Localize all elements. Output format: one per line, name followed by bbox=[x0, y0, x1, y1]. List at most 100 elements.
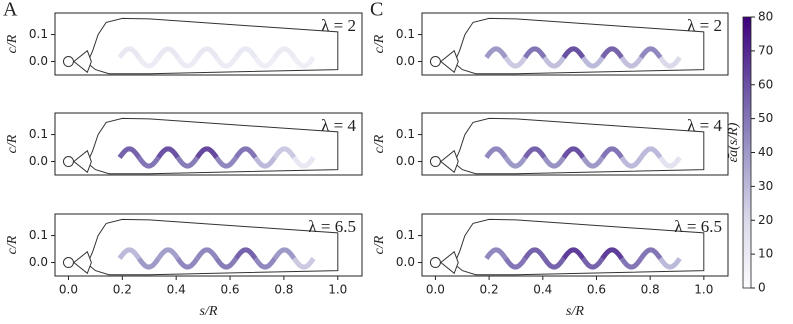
wave-segment bbox=[253, 56, 277, 69]
hub bbox=[429, 156, 441, 168]
x-tick-label: 0.6 bbox=[220, 283, 239, 297]
colorbar-tick-label: 0 bbox=[758, 281, 766, 295]
wave-segment bbox=[156, 146, 180, 159]
wave-segment bbox=[136, 56, 161, 69]
axes-frame bbox=[421, 213, 729, 277]
x-tick-label: 1.0 bbox=[694, 283, 713, 297]
wave-segment bbox=[195, 146, 219, 159]
wave-segment bbox=[156, 46, 180, 59]
hub-wedge bbox=[439, 49, 459, 74]
panel-lambda-label: λ = 4 bbox=[321, 116, 356, 135]
wave-segment bbox=[542, 257, 566, 270]
y-tick-label: 0.0 bbox=[29, 54, 48, 68]
wave-segment bbox=[214, 156, 239, 169]
blade-outline bbox=[86, 218, 339, 276]
y-axis-label: c/R bbox=[372, 235, 387, 254]
y-tick-label: 0.0 bbox=[396, 255, 415, 269]
wave-segment bbox=[175, 56, 200, 69]
wave-segment bbox=[175, 156, 200, 169]
wave-segment bbox=[503, 55, 528, 69]
y-tick-label: 0.1 bbox=[29, 228, 48, 242]
colorbar-tick-label: 70 bbox=[758, 43, 773, 57]
hub bbox=[62, 257, 74, 269]
y-tick-label: 0.1 bbox=[29, 127, 48, 141]
wave-segment bbox=[658, 56, 682, 69]
panel-letter: C bbox=[370, 0, 383, 21]
y-tick-label: 0.0 bbox=[396, 54, 415, 68]
wave-segment bbox=[117, 247, 142, 260]
wave-segment bbox=[233, 247, 258, 261]
y-axis-label: c/R bbox=[5, 34, 20, 53]
x-tick-label: 0.0 bbox=[426, 283, 445, 297]
axes-frame bbox=[421, 12, 729, 76]
wave-segment bbox=[233, 46, 258, 60]
hub bbox=[62, 156, 74, 168]
x-tick-label: 0.8 bbox=[274, 283, 293, 297]
wave-segment bbox=[117, 46, 142, 59]
colorbar-scale bbox=[742, 16, 752, 289]
y-tick-label: 0.1 bbox=[396, 127, 415, 141]
wave-segment bbox=[561, 46, 586, 60]
hub-wedge bbox=[73, 149, 92, 174]
hub bbox=[429, 257, 441, 269]
wave-segment bbox=[658, 156, 682, 169]
y-tick-label: 0.1 bbox=[29, 27, 48, 41]
wave-segment bbox=[292, 257, 316, 270]
wave-segment bbox=[292, 56, 316, 69]
colorbar-tick-label: 80 bbox=[758, 10, 773, 24]
blade-outline bbox=[453, 218, 705, 276]
axes-frame bbox=[54, 12, 363, 76]
axes-frame bbox=[54, 112, 363, 176]
y-axis-label: c/R bbox=[5, 134, 20, 153]
hub-wedge bbox=[439, 149, 459, 174]
wave-segment bbox=[638, 146, 663, 160]
y-tick-label: 0.1 bbox=[396, 27, 415, 41]
wave-segment bbox=[542, 56, 566, 69]
panel-letter: A bbox=[3, 0, 18, 21]
wave-segment bbox=[117, 146, 142, 159]
wave-segment bbox=[503, 155, 528, 169]
wave-segment bbox=[195, 46, 219, 59]
hub bbox=[62, 56, 74, 68]
wave-segment bbox=[600, 247, 624, 260]
panel-lambda-label: λ = 2 bbox=[321, 16, 356, 35]
blade-outline bbox=[453, 17, 705, 75]
wave-segment bbox=[484, 46, 508, 59]
wave-segment bbox=[136, 257, 161, 270]
wave-segment bbox=[581, 257, 605, 270]
wave-segment bbox=[581, 56, 605, 69]
x-tick-label: 0.8 bbox=[641, 283, 660, 297]
x-tick-label: 0.6 bbox=[587, 283, 606, 297]
wave-segment bbox=[561, 247, 586, 261]
x-tick-label: 1.0 bbox=[328, 283, 347, 297]
colorbar-tick-label: 40 bbox=[758, 145, 773, 159]
wave-segment bbox=[292, 156, 316, 169]
wave-segment bbox=[542, 156, 566, 169]
hub-wedge bbox=[73, 250, 92, 275]
hub-wedge bbox=[73, 49, 92, 74]
wave-segment bbox=[175, 257, 200, 270]
wave-segment bbox=[658, 257, 682, 270]
y-axis-label: c/R bbox=[372, 134, 387, 153]
wave-segment bbox=[214, 257, 239, 270]
wave-segment bbox=[523, 146, 547, 159]
panel-lambda-label: λ = 2 bbox=[687, 16, 722, 35]
blade-outline bbox=[453, 117, 705, 175]
x-tick-label: 0.4 bbox=[533, 283, 552, 297]
x-tick-label: 0.2 bbox=[113, 283, 132, 297]
wave-segment bbox=[214, 56, 239, 69]
wave-segment bbox=[523, 46, 547, 59]
wave-segment bbox=[600, 46, 624, 59]
colorbar-tick-label: 10 bbox=[758, 247, 773, 261]
wave-segment bbox=[253, 156, 277, 169]
wave-segment bbox=[233, 146, 258, 160]
wave-segment bbox=[619, 257, 644, 270]
axes-frame bbox=[421, 112, 729, 176]
panel-lambda-label: λ = 6.5 bbox=[308, 217, 356, 236]
hub bbox=[429, 56, 441, 68]
wave-segment bbox=[136, 156, 161, 169]
y-tick-label: 0.0 bbox=[396, 154, 415, 168]
colorbar-label: ε̄a(s/R) bbox=[726, 122, 741, 162]
x-axis-label: s/R bbox=[200, 304, 218, 319]
